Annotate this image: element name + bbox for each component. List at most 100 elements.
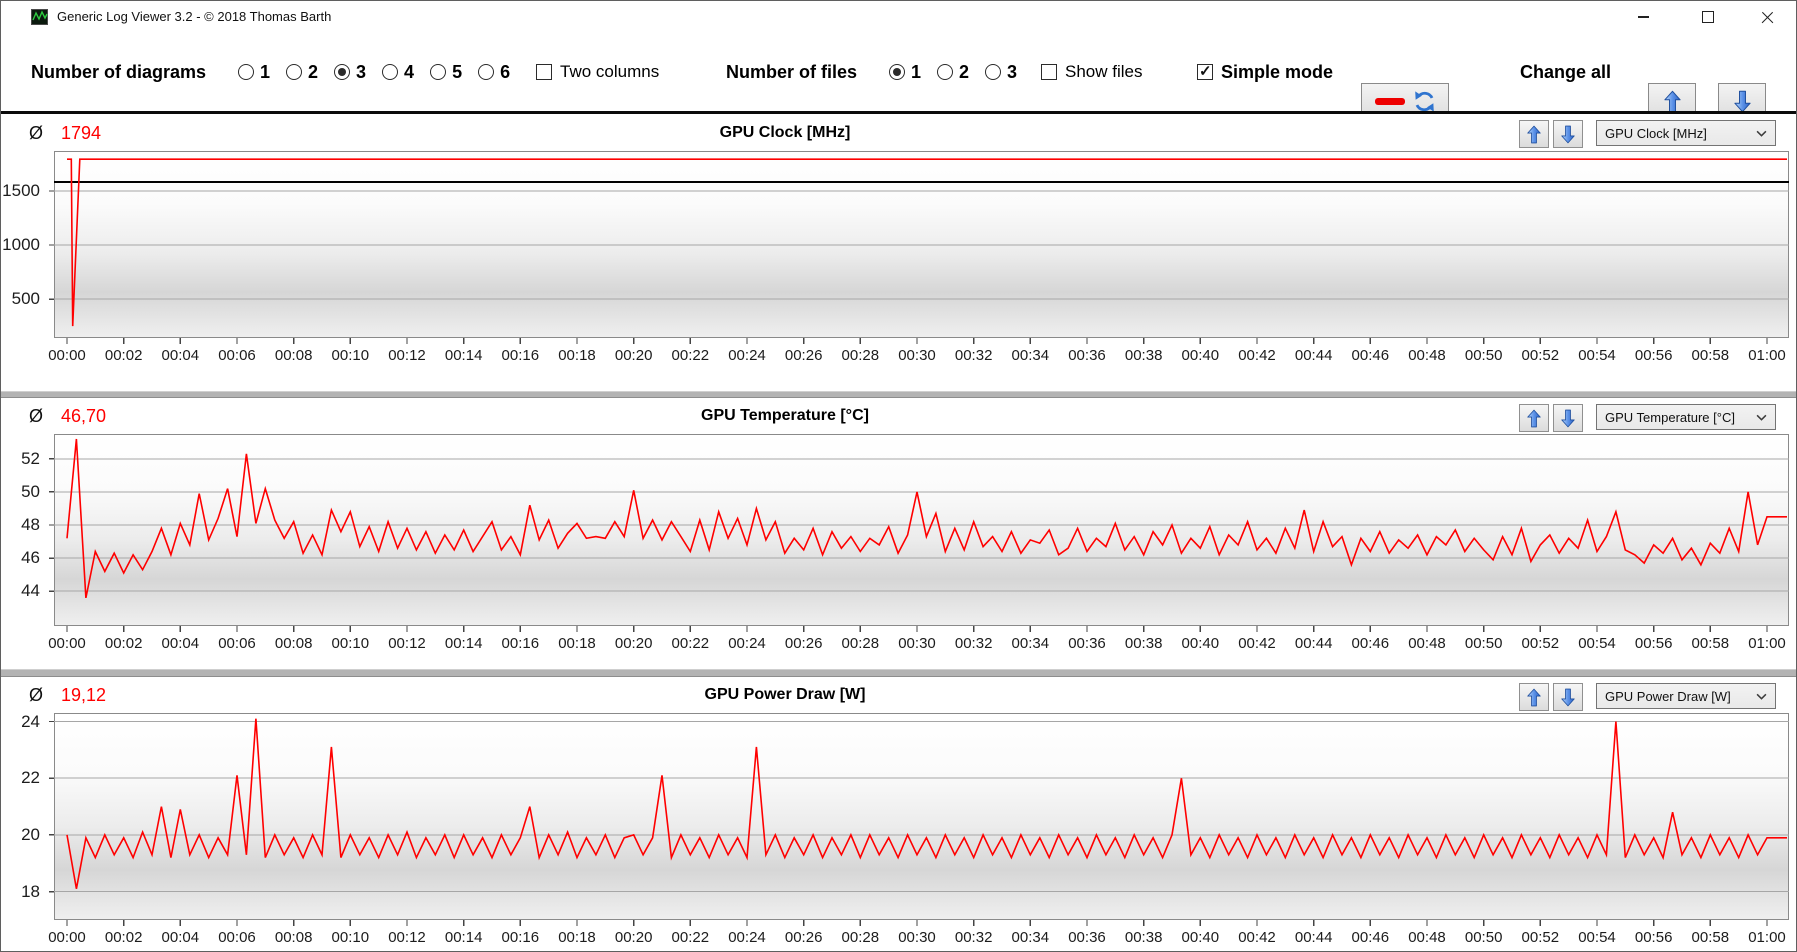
titlebar: Generic Log Viewer 3.2 - © 2018 Thomas B… bbox=[1, 1, 1796, 33]
x-axis-tick-label: 00:48 bbox=[1399, 929, 1455, 946]
move-chart-down-button[interactable] bbox=[1553, 120, 1583, 148]
radio-icon bbox=[889, 64, 905, 80]
diagram-count-option-1[interactable]: 1 bbox=[238, 62, 270, 83]
app-icon bbox=[31, 9, 48, 25]
x-axis-tick-label: 00:52 bbox=[1512, 635, 1568, 652]
diagram-count-option-2[interactable]: 2 bbox=[286, 62, 318, 83]
arrow-up-icon bbox=[1527, 125, 1541, 144]
x-axis-tick-label: 00:30 bbox=[889, 929, 945, 946]
app-window: Generic Log Viewer 3.2 - © 2018 Thomas B… bbox=[0, 0, 1797, 952]
x-axis-tick-label: 00:04 bbox=[152, 635, 208, 652]
move-chart-up-button[interactable] bbox=[1519, 404, 1549, 432]
y-axis-tick-label: 44 bbox=[1, 581, 47, 601]
close-icon bbox=[1761, 11, 1774, 24]
x-axis-tick-label: 00:06 bbox=[209, 929, 265, 946]
x-axis-tick-label: 00:32 bbox=[946, 929, 1002, 946]
x-axis-tick-label: 00:00 bbox=[39, 635, 95, 652]
panel-separator bbox=[1, 669, 1796, 677]
diagram-count-option-3[interactable]: 3 bbox=[334, 62, 366, 83]
change-all-label: Change all bbox=[1520, 33, 1611, 111]
x-axis-tick-label: 00:08 bbox=[266, 635, 322, 652]
x-axis-tick-label: 00:58 bbox=[1682, 929, 1738, 946]
two-columns-checkbox[interactable]: Two columns bbox=[536, 33, 659, 111]
x-axis-tick-label: 00:20 bbox=[606, 929, 662, 946]
y-axis-tick-label: 24 bbox=[1, 712, 47, 732]
chart-panel-gpu-temperature-c: Ø46,70GPU Temperature [°C]GPU Temperatur… bbox=[1, 398, 1796, 669]
show-files-checkbox[interactable]: Show files bbox=[1041, 33, 1142, 111]
number-of-diagrams-label: Number of diagrams bbox=[31, 33, 206, 111]
toolbar: Number of diagrams 123456 Two columns Nu… bbox=[1, 33, 1796, 111]
arrow-down-icon bbox=[1561, 409, 1575, 428]
x-axis-tick-label: 01:00 bbox=[1739, 635, 1795, 652]
radio-icon bbox=[334, 64, 350, 80]
file-count-radio-group: 12 3 bbox=[889, 33, 1017, 111]
x-axis-tick-label: 00:12 bbox=[379, 635, 435, 652]
chevron-down-icon bbox=[1756, 414, 1767, 421]
number-of-files-label: Number of files bbox=[726, 33, 857, 111]
plot-svg bbox=[54, 151, 1789, 346]
radio-label: 5 bbox=[452, 62, 462, 83]
chart-title: GPU Power Draw [W] bbox=[51, 686, 1519, 704]
chevron-down-icon bbox=[1756, 693, 1767, 700]
average-symbol: Ø bbox=[29, 406, 43, 427]
plot-svg bbox=[54, 713, 1789, 928]
x-axis-tick-label: 00:14 bbox=[436, 347, 492, 364]
diagram-count-option-4[interactable]: 4 bbox=[382, 62, 414, 83]
file-count-option-3[interactable]: 3 bbox=[985, 62, 1017, 83]
x-axis-tick-label: 00:26 bbox=[776, 347, 832, 364]
y-axis-tick-label: 48 bbox=[1, 515, 47, 535]
y-axis-tick-label: 1500 bbox=[1, 181, 47, 201]
x-axis-tick-label: 00:28 bbox=[832, 347, 888, 364]
x-axis-tick-label: 00:48 bbox=[1399, 635, 1455, 652]
move-chart-down-button[interactable] bbox=[1553, 683, 1583, 711]
move-chart-down-button[interactable] bbox=[1553, 404, 1583, 432]
signal-selector-dropdown[interactable]: GPU Temperature [°C] bbox=[1596, 404, 1776, 430]
radio-label: 3 bbox=[1007, 62, 1017, 83]
diagram-count-option-5[interactable]: 5 bbox=[430, 62, 462, 83]
signal-selector-dropdown[interactable]: GPU Clock [MHz] bbox=[1596, 120, 1776, 146]
panel-top-border bbox=[1, 111, 1796, 114]
x-axis-tick-label: 00:44 bbox=[1286, 635, 1342, 652]
x-axis-tick-label: 00:12 bbox=[379, 347, 435, 364]
x-axis-tick-label: 00:28 bbox=[832, 635, 888, 652]
simple-mode-checkbox[interactable]: Simple mode bbox=[1197, 33, 1333, 111]
radio-icon bbox=[382, 64, 398, 80]
chart-title: GPU Temperature [°C] bbox=[51, 407, 1519, 425]
radio-label: 2 bbox=[308, 62, 318, 83]
maximize-button[interactable] bbox=[1678, 1, 1738, 33]
series-line-gpu-clock-mhz bbox=[67, 159, 1787, 326]
signal-selector-dropdown[interactable]: GPU Power Draw [W] bbox=[1596, 683, 1776, 709]
x-axis-tick-label: 00:36 bbox=[1059, 929, 1115, 946]
diagram-count-option-6[interactable]: 6 bbox=[478, 62, 510, 83]
x-axis-tick-label: 00:18 bbox=[549, 347, 605, 364]
x-axis-tick-label: 00:02 bbox=[96, 929, 152, 946]
minimize-icon bbox=[1638, 16, 1649, 18]
x-axis-tick-label: 01:00 bbox=[1739, 929, 1795, 946]
x-axis-tick-label: 00:28 bbox=[832, 929, 888, 946]
x-axis-tick-label: 00:54 bbox=[1569, 347, 1625, 364]
x-axis-tick-label: 00:46 bbox=[1342, 635, 1398, 652]
move-chart-up-button[interactable] bbox=[1519, 683, 1549, 711]
x-axis-tick-label: 00:30 bbox=[889, 347, 945, 364]
x-axis-tick-label: 00:14 bbox=[436, 929, 492, 946]
chart-title: GPU Clock [MHz] bbox=[51, 124, 1519, 142]
radio-icon bbox=[286, 64, 302, 80]
x-axis-tick-label: 00:16 bbox=[492, 929, 548, 946]
red-line-swatch bbox=[1375, 98, 1405, 105]
x-axis-tick-label: 00:48 bbox=[1399, 347, 1455, 364]
close-button[interactable] bbox=[1737, 1, 1797, 33]
x-axis-tick-label: 00:32 bbox=[946, 635, 1002, 652]
radio-icon bbox=[478, 64, 494, 80]
radio-label: 1 bbox=[260, 62, 270, 83]
x-axis-tick-label: 00:52 bbox=[1512, 347, 1568, 364]
minimize-button[interactable] bbox=[1613, 1, 1673, 33]
x-axis-tick-label: 00:36 bbox=[1059, 635, 1115, 652]
file-count-option-1[interactable]: 1 bbox=[889, 62, 921, 83]
chart-panel-gpu-power-draw-w: Ø19,12GPU Power Draw [W]GPU Power Draw [… bbox=[1, 677, 1796, 952]
move-chart-up-button[interactable] bbox=[1519, 120, 1549, 148]
file-count-option-2[interactable]: 2 bbox=[937, 62, 969, 83]
x-axis-tick-label: 00:06 bbox=[209, 347, 265, 364]
x-axis-tick-label: 00:58 bbox=[1682, 635, 1738, 652]
radio-label: 6 bbox=[500, 62, 510, 83]
x-axis-tick-label: 00:04 bbox=[152, 347, 208, 364]
